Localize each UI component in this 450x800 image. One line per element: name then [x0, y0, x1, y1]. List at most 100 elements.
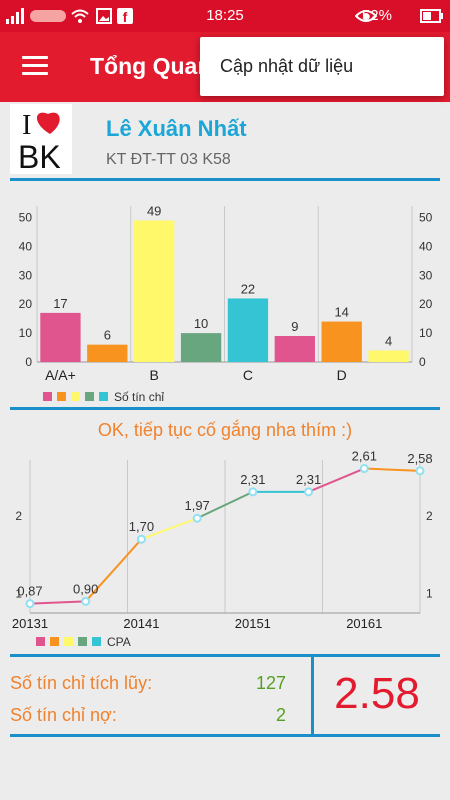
- wifi-icon: [71, 9, 89, 23]
- cpa-point: [304, 487, 314, 497]
- bar-value-label: 10: [194, 316, 208, 331]
- line-y-tick-left: 2: [15, 509, 22, 523]
- overflow-menu: Cập nhật dữ liệu: [200, 37, 444, 96]
- bar-value-label: 22: [241, 281, 255, 296]
- legend-swatch: [64, 637, 73, 646]
- bar-x-tick: D: [337, 367, 347, 383]
- bar-A: [87, 344, 128, 362]
- student-name: Lê Xuân Nhất: [106, 116, 247, 141]
- cpa-line-chart: 1 1 2 2 0,87 0,90 1,70 1,97 2,31 2,31 2,61 2,58 2013…: [12, 449, 433, 649]
- cpa-chart: 1 1 2 2 0,87 0,90 1,70 1,97 2,31 2,31 2,61 2,58 2013…: [0, 449, 450, 655]
- divider: [10, 734, 440, 737]
- svg-text:I: I: [22, 110, 31, 141]
- cpa-line-segment: [308, 467, 365, 493]
- bar-y-tick-right: 0: [419, 355, 426, 369]
- clock: 18:25: [206, 7, 244, 24]
- bar-value-label: 14: [334, 305, 348, 320]
- bar-value-label: 49: [147, 203, 161, 218]
- legend-swatch: [50, 637, 59, 646]
- cpa-point: [248, 487, 258, 497]
- bar-x-tick: B: [150, 367, 159, 383]
- divider: [311, 657, 314, 735]
- eye-icon: [355, 10, 377, 22]
- bar-y-tick-right: 20: [419, 297, 433, 311]
- cpa-line-segment: [141, 517, 198, 541]
- accumulated-credits-label: Số tín chỉ tích lũy:: [10, 673, 153, 693]
- facebook-icon: f: [117, 8, 133, 24]
- bar-y-tick-left: 10: [19, 326, 33, 340]
- legend-swatch: [43, 392, 52, 401]
- legend-swatch: [85, 392, 94, 401]
- line-y-tick-right: 1: [426, 587, 433, 601]
- divider: [10, 178, 440, 181]
- battery-level: 52%: [361, 7, 392, 24]
- bar-B+: [134, 220, 175, 362]
- bar-A/A+: [40, 312, 81, 362]
- bar-value-label: 9: [291, 319, 298, 334]
- line-x-tick: 20131: [12, 616, 48, 631]
- divider: [10, 407, 440, 410]
- bar-y-tick-right: 10: [419, 326, 433, 340]
- legend-swatch: [78, 637, 87, 646]
- cpa-point: [25, 599, 35, 609]
- cpa-point: [359, 464, 369, 474]
- image-icon: [96, 8, 112, 24]
- debt-credits-label: Số tín chỉ nợ:: [10, 705, 117, 725]
- bar-y-tick-left: 0: [25, 355, 32, 369]
- student-class: KT ĐT-TT 03 K58: [106, 151, 231, 168]
- cpa-value-label: 2,31: [240, 472, 265, 487]
- bar-B: [180, 333, 222, 362]
- bar-y-tick-right: 30: [419, 268, 433, 282]
- bar-C+: [227, 298, 269, 362]
- bar-value-label: 6: [104, 328, 111, 343]
- legend-swatch: [57, 392, 66, 401]
- line-y-tick-right: 2: [426, 509, 433, 523]
- legend-swatch: [92, 637, 101, 646]
- profile-header: I BK Lê Xuân Nhất KT ĐT-TT 03 K58: [10, 102, 440, 178]
- bar-value-label: 4: [385, 333, 392, 348]
- divider: [10, 654, 440, 657]
- legend-swatch: [99, 392, 108, 401]
- bar-legend-label: Số tín chỉ: [114, 390, 164, 404]
- accumulated-credits-value: 127: [255, 673, 286, 693]
- battery-icon: [420, 9, 443, 23]
- cpa-point: [192, 513, 202, 523]
- status-bar: f 18:25 52%: [0, 0, 450, 32]
- carrier-icon: [30, 10, 66, 22]
- menu-icon[interactable]: [22, 56, 48, 76]
- menu-item-update-data[interactable]: Cập nhật dữ liệu: [220, 56, 354, 76]
- cpa-value-label: 0,87: [17, 584, 42, 599]
- stats-panel: Số tín chỉ tích lũy: 127 Số tín chỉ nợ: …: [10, 657, 440, 735]
- cpa-point: [136, 534, 146, 544]
- bar-D: [368, 350, 409, 362]
- cpa-line-segment: [84, 538, 143, 603]
- encouragement-message: OK, tiếp tục cố gắng nha thím :): [97, 420, 353, 440]
- cpa-value-label: 2,58: [407, 451, 432, 466]
- cpa-value-label: 2,61: [352, 450, 377, 464]
- legend-swatch: [36, 637, 45, 646]
- line-x-tick: 20151: [235, 616, 271, 631]
- bar-C: [274, 336, 315, 362]
- cpa-point: [81, 596, 91, 606]
- bar-y-tick-left: 50: [19, 211, 33, 225]
- cpa-value-label: 1,97: [184, 498, 209, 513]
- credits-bar-chart: 0 0 10 10 20 20 30 30 40 40 50 50 17 6 49 10 22 9 14 4 A/A+ B…: [19, 203, 433, 404]
- bar-y-tick-left: 20: [19, 297, 33, 311]
- bar-y-tick-left: 30: [19, 268, 33, 282]
- line-x-tick: 20161: [346, 616, 382, 631]
- cpa-value-label: 1,70: [129, 519, 154, 534]
- i-love-bk-logo: I BK: [10, 104, 72, 175]
- bar-y-tick-left: 40: [19, 239, 33, 253]
- bar-y-tick-right: 50: [419, 211, 433, 225]
- svg-text:BK: BK: [18, 139, 61, 174]
- line-x-tick: 20141: [123, 616, 159, 631]
- cpa-point: [415, 466, 425, 476]
- cpa-value: 2.58: [334, 669, 420, 718]
- cpa-line-segment: [364, 467, 421, 472]
- credits-chart: 0 0 10 10 20 20 30 30 40 40 50 50 17 6 49 10 22 9 14 4 A/A+ B…: [0, 184, 450, 404]
- bar-x-tick: C: [243, 367, 253, 383]
- svg-text:f: f: [123, 9, 128, 24]
- debt-credits-value: 2: [275, 705, 286, 725]
- legend-swatch: [71, 392, 80, 401]
- cpa-value-label: 0,90: [73, 581, 98, 596]
